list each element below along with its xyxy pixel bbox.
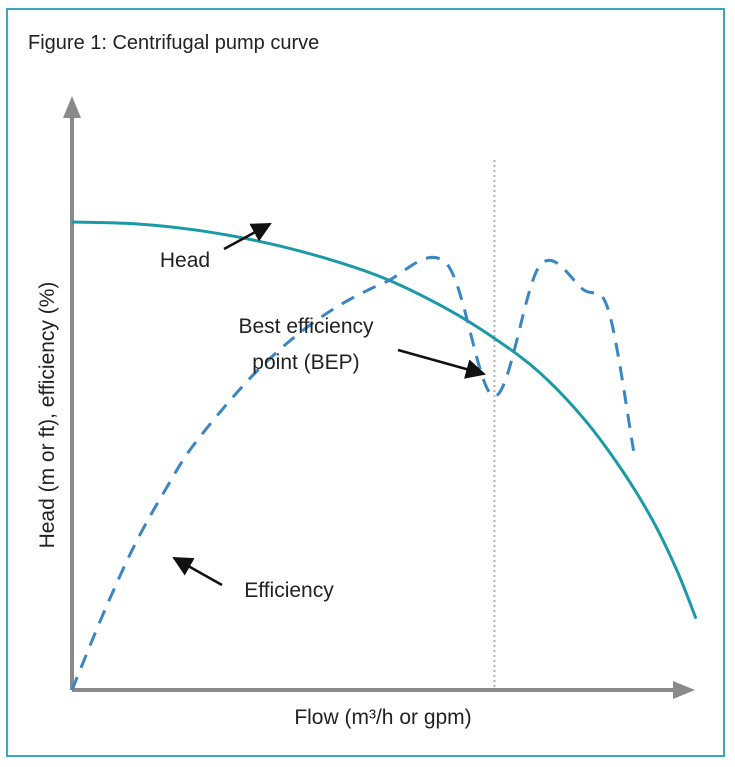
annotation-head: Head (160, 249, 210, 272)
annotation-efficiency: Efficiency (244, 579, 334, 602)
y-axis-arrow (63, 96, 81, 118)
x-axis-label: Flow (m³/h or gpm) (294, 706, 471, 729)
y-axis-label: Head (m or ft), efficiency (%) (36, 282, 59, 549)
series-head-line (71, 220, 698, 620)
annotation-head-arrow (223, 222, 272, 251)
annotation-bep-line-2: point (BEP) (252, 351, 359, 374)
annotation-bep-arrow (397, 348, 486, 379)
figure-frame (6, 8, 725, 757)
annotation-bep-line-1: Best efficiency (238, 315, 374, 338)
figure-title: Figure 1: Centrifugal pump curve (28, 32, 320, 54)
series-efficiency-line (70, 255, 636, 691)
x-axis-arrow (673, 681, 695, 699)
annotation-efficiency-arrow (172, 556, 223, 587)
